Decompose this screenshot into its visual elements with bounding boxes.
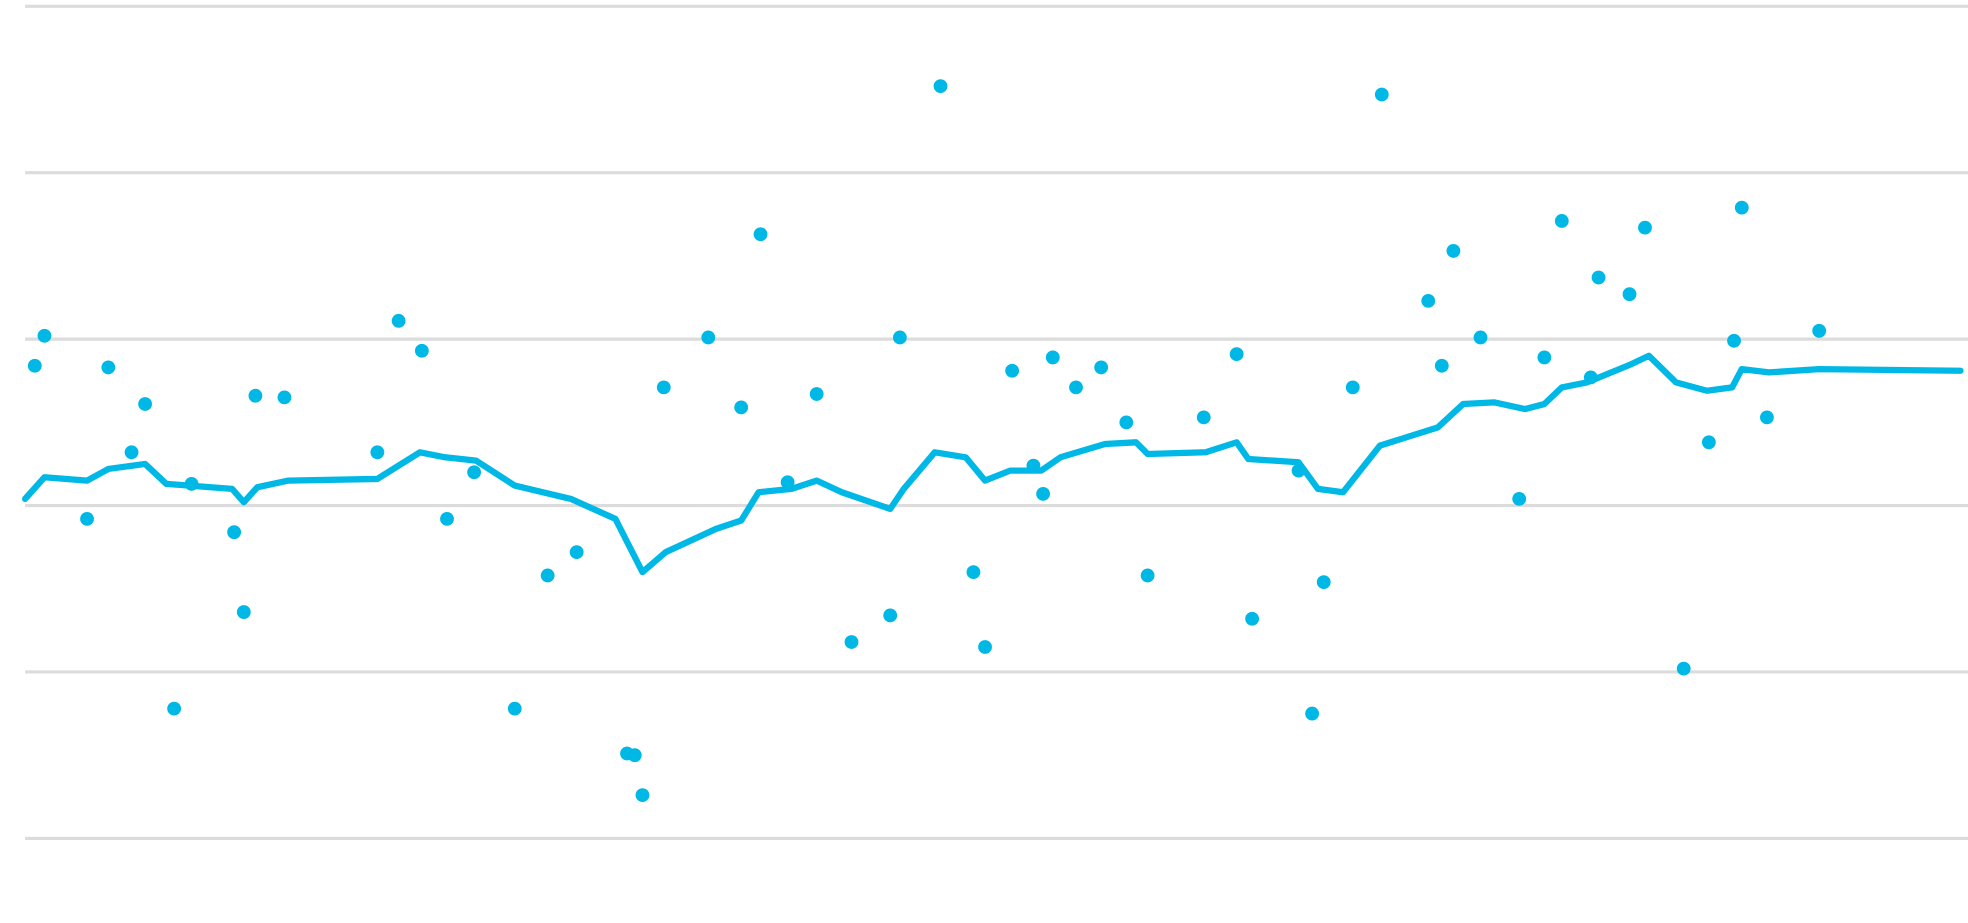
data-point bbox=[1036, 487, 1051, 501]
data-point bbox=[844, 635, 859, 649]
data-point bbox=[236, 605, 251, 619]
data-point bbox=[1760, 410, 1774, 425]
data-point bbox=[1345, 380, 1360, 395]
data-point bbox=[780, 475, 795, 490]
data-point bbox=[1434, 358, 1449, 373]
data-point bbox=[1005, 363, 1020, 378]
data-point bbox=[1473, 330, 1488, 345]
data-point bbox=[892, 330, 907, 345]
data-point bbox=[978, 640, 992, 654]
data-point bbox=[1374, 87, 1389, 102]
data-point bbox=[1291, 463, 1306, 478]
data-point bbox=[635, 788, 650, 803]
data-point bbox=[809, 387, 824, 401]
data-point bbox=[1305, 706, 1320, 721]
data-point bbox=[1537, 350, 1552, 365]
data-point bbox=[1421, 293, 1436, 308]
data-point bbox=[540, 568, 555, 583]
data-point bbox=[1512, 491, 1527, 506]
data-point bbox=[1591, 270, 1606, 285]
data-point bbox=[1812, 323, 1827, 338]
data-point bbox=[1727, 333, 1741, 348]
data-point bbox=[1734, 200, 1749, 215]
data-point bbox=[1446, 244, 1461, 258]
data-point bbox=[1045, 350, 1060, 365]
data-point bbox=[1140, 568, 1155, 583]
data-point bbox=[1069, 380, 1083, 395]
data-point bbox=[1583, 370, 1598, 385]
data-point bbox=[966, 565, 981, 580]
data-point bbox=[101, 360, 116, 375]
data-point bbox=[277, 390, 292, 405]
data-point bbox=[124, 445, 139, 460]
data-point bbox=[1245, 611, 1260, 626]
data-point bbox=[507, 701, 522, 716]
data-point bbox=[1229, 347, 1244, 362]
data-point bbox=[184, 477, 199, 491]
data-point bbox=[1638, 220, 1652, 235]
data-point bbox=[1676, 661, 1691, 676]
data-point bbox=[753, 227, 768, 242]
data-point bbox=[138, 397, 152, 411]
data-point bbox=[370, 445, 385, 460]
data-point bbox=[27, 358, 42, 373]
data-point bbox=[1094, 360, 1109, 375]
data-point bbox=[883, 608, 898, 623]
data-point bbox=[391, 313, 406, 328]
data-point bbox=[1026, 458, 1041, 473]
data-point bbox=[80, 511, 94, 526]
data-point bbox=[656, 380, 671, 395]
data-point bbox=[414, 343, 429, 358]
data-point bbox=[1701, 435, 1716, 450]
data-point bbox=[467, 465, 482, 480]
data-point bbox=[37, 328, 52, 343]
trend-line bbox=[21, 352, 1964, 576]
data-point bbox=[933, 79, 948, 94]
data-point bbox=[1316, 575, 1331, 590]
data-point bbox=[569, 545, 584, 560]
data-point bbox=[1119, 415, 1134, 430]
data-point bbox=[1196, 410, 1211, 425]
data-point bbox=[227, 525, 242, 540]
data-point bbox=[627, 748, 642, 763]
data-point bbox=[248, 388, 263, 403]
data-point bbox=[734, 400, 749, 415]
data-point bbox=[440, 511, 454, 526]
data-point bbox=[167, 701, 182, 716]
data-point bbox=[1554, 214, 1569, 228]
data-point bbox=[701, 330, 716, 345]
data-point bbox=[1622, 287, 1637, 302]
